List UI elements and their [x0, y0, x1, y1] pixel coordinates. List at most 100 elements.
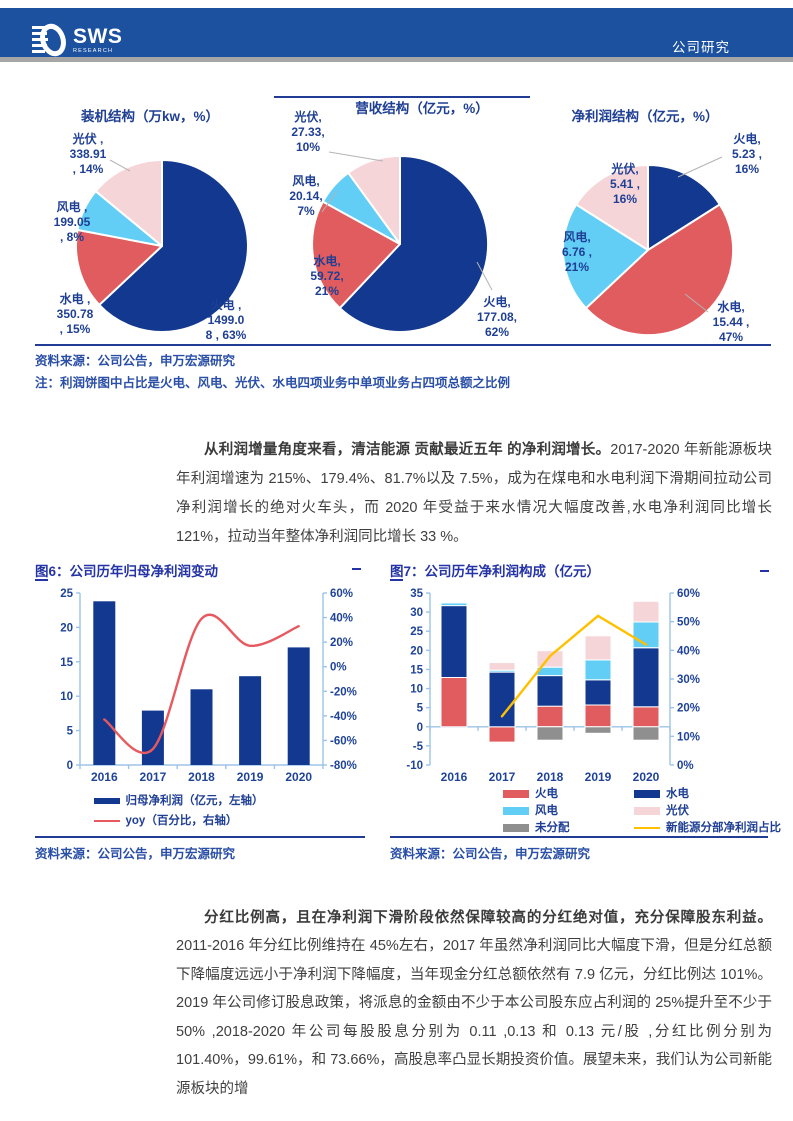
pie-slice-label: 水电, 15.44 , 47%	[686, 300, 776, 345]
left-tick-label: 0	[417, 722, 423, 734]
pie-label-line: , 14%	[72, 162, 104, 176]
label-leader-line	[677, 156, 723, 178]
bar-segment	[632, 600, 660, 623]
legend-label: 火电	[535, 788, 558, 800]
x-axis-label: 2020	[285, 770, 312, 784]
pie-slice-label: 火电 , 1499.0 8 , 63%	[181, 298, 271, 343]
pies-source-text: 资料来源：公司公告，申万宏源研究	[35, 354, 236, 368]
stacked-bar-svg: -10 -5 0 5 10 15 20 25 30 35 0% 10% 20% 30% 40% 50% 60% 2…	[406, 588, 700, 784]
right-tick-label: 20%	[677, 703, 700, 715]
bar-segment	[488, 671, 516, 728]
bar-segment	[440, 677, 468, 728]
legend-item: 光伏	[634, 803, 781, 819]
pie-chart-title: 营收结构（亿元，%）	[355, 101, 489, 116]
pie-label-line: 199.05	[53, 215, 91, 229]
x-axis-label: 2018	[537, 770, 564, 784]
figure-7-title: 图7：公司历年净利润构成（亿元）	[390, 564, 601, 579]
pie-label-line: 16%	[734, 162, 760, 176]
pie-label-line: 338.91	[69, 147, 107, 161]
pie-label-line: 5.41 ,	[609, 177, 641, 191]
bar-segment	[584, 704, 612, 728]
bar-segment	[536, 675, 564, 707]
figure-6-legend: 归母净利润（亿元，左轴） yoy（百分比，右轴）	[35, 791, 367, 831]
x-axis-label: 2016	[91, 770, 118, 784]
brand-name: SWS	[73, 24, 123, 48]
x-axis-label: 2016	[441, 770, 468, 784]
legend-item: 未分配	[503, 820, 634, 836]
pie-svg	[74, 159, 249, 333]
pie-svg	[562, 156, 735, 337]
pie-label-line: 8 , 63%	[205, 328, 247, 342]
left-tick-label: 25	[60, 588, 73, 600]
legend-label: 归母净利润（亿元，左轴）	[125, 795, 264, 807]
pie-label-line: 风电,	[292, 174, 320, 188]
series-line	[103, 613, 300, 754]
bar-segment	[584, 659, 612, 681]
pie-slice-label: 火电, 177.08, 62%	[452, 295, 542, 340]
pie-label-line: 光伏 ,	[72, 132, 104, 146]
chart-net-profit-composition: -10 -5 0 5 10 15 20 25 30 35 0% 10% 20% 30% 40% 50% 60% 2…	[390, 586, 775, 786]
pie-slice-label: 风电 , 199.05, 8%	[27, 200, 117, 245]
pie-label-line: 风电 ,	[56, 200, 88, 214]
bar-segment	[440, 601, 468, 604]
right-tick-label: 40%	[330, 613, 353, 625]
pie-slice-label: 光伏 , 338.91, 14%	[43, 132, 133, 177]
pie-label-line: 1499.0	[207, 313, 245, 327]
x-axis-label: 2017	[489, 770, 516, 784]
left-tick-label: 0	[67, 760, 73, 772]
pie-label-line: 光伏,	[611, 162, 639, 176]
right-tick-label: -60%	[330, 735, 357, 747]
legend-label: 新能源分部净利润占比	[666, 822, 781, 834]
legend-rect-swatch	[503, 824, 529, 832]
pie-label-line: 21%	[564, 260, 590, 274]
bar-segment	[536, 650, 564, 668]
legend-item: 火电	[503, 786, 634, 802]
pie-label-line: 光伏,	[294, 110, 322, 124]
figure-6-title: 图6：公司历年归母净利润变动	[35, 564, 219, 579]
pie-chart-revenue-structure: 营收结构（亿元，%） 火电, 177.08, 62% 水电, 59.72, 21% 风电, 20…	[272, 92, 530, 350]
figure-7-rule	[390, 836, 768, 838]
legend-label: 风电	[535, 805, 558, 817]
left-tick-label: -5	[413, 741, 424, 753]
x-axis-label: 2018	[188, 770, 215, 784]
bar-segment	[584, 679, 612, 706]
figure-7-source: 资料来源：公司公告，申万宏源研究	[390, 847, 591, 861]
figure-6-source: 资料来源：公司公告，申万宏源研究	[35, 847, 236, 861]
sws-logo: SWS RESEARCH	[32, 23, 122, 57]
paragraph-profit-growth: 从利润增量角度来看，清洁能源 贡献最近五年 的净利润增长。2017-2020 年…	[176, 436, 772, 552]
pie-label-line: 火电 ,	[210, 298, 242, 312]
left-tick-label: 25	[410, 626, 423, 638]
pie-label-line: 水电 ,	[59, 292, 91, 306]
bar-segment	[536, 705, 564, 728]
left-tick-label: 35	[410, 588, 423, 600]
right-tick-label: 50%	[677, 617, 700, 629]
pie-label-line: 16%	[612, 192, 638, 206]
left-tick-label: 10	[60, 691, 73, 703]
bar-segment	[632, 726, 660, 741]
pie-label-line: 62%	[484, 325, 510, 339]
right-tick-label: -40%	[330, 711, 357, 723]
title-underline	[35, 579, 48, 581]
pie-chart-title: 装机结构（万kw，%）	[80, 109, 219, 124]
pie-label-line: 水电,	[313, 254, 341, 268]
artifact-dash	[760, 570, 769, 572]
label-leader-line	[109, 159, 131, 172]
left-tick-label: 5	[417, 703, 424, 715]
right-tick-label: -80%	[330, 760, 357, 772]
header-divider	[0, 57, 793, 62]
pie-label-line: 6.76 ,	[561, 245, 593, 259]
legend-line-swatch	[634, 826, 660, 830]
bar-segment	[584, 726, 612, 734]
pie-label-line: 风电,	[563, 230, 591, 244]
left-tick-label: 10	[410, 684, 423, 696]
legend-item: 归母净利润（亿元，左轴）	[93, 793, 309, 809]
right-tick-label: 60%	[330, 588, 353, 600]
legend-rect-swatch	[503, 790, 529, 798]
bar-segment	[536, 726, 564, 741]
x-axis-label: 2020	[633, 770, 660, 784]
pie-slice	[347, 155, 401, 245]
pie-label-line: 59.72,	[310, 269, 344, 283]
legend-rect-swatch	[634, 790, 660, 798]
pie-svg	[311, 151, 493, 333]
